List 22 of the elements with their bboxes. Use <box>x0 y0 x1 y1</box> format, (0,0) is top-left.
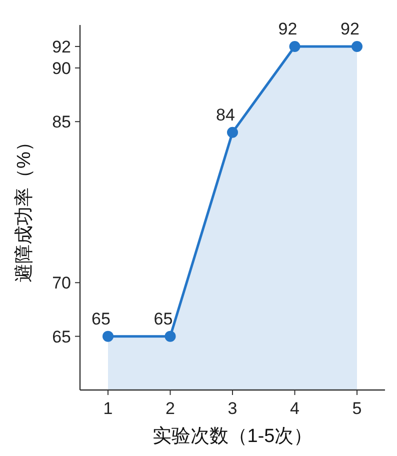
point <box>164 330 176 342</box>
data-label: 65 <box>92 309 110 328</box>
y-axis-title: 避障成功率（%） <box>13 132 35 282</box>
x-tick-label: 3 <box>228 399 238 418</box>
point <box>227 126 238 138</box>
y-tick-label: 90 <box>52 58 71 78</box>
x-tick-label: 4 <box>290 399 300 418</box>
y-tick-label: 92 <box>52 37 71 56</box>
data-label: 92 <box>340 19 360 38</box>
point <box>102 330 114 342</box>
y-tick-label: 65 <box>52 327 71 346</box>
point <box>289 40 300 52</box>
y-tick-label: 85 <box>52 112 71 132</box>
y-tick-label: 70 <box>52 274 71 293</box>
x-tick-label: 5 <box>352 399 362 418</box>
x-tick-label: 2 <box>166 399 175 418</box>
x-tick-label: 1 <box>103 399 113 418</box>
data-label: 65 <box>154 309 173 328</box>
data-label: 84 <box>216 105 235 124</box>
x-axis-title: 实验次数（1-5次） <box>152 425 313 447</box>
point <box>352 40 362 52</box>
data-label: 92 <box>278 19 298 38</box>
